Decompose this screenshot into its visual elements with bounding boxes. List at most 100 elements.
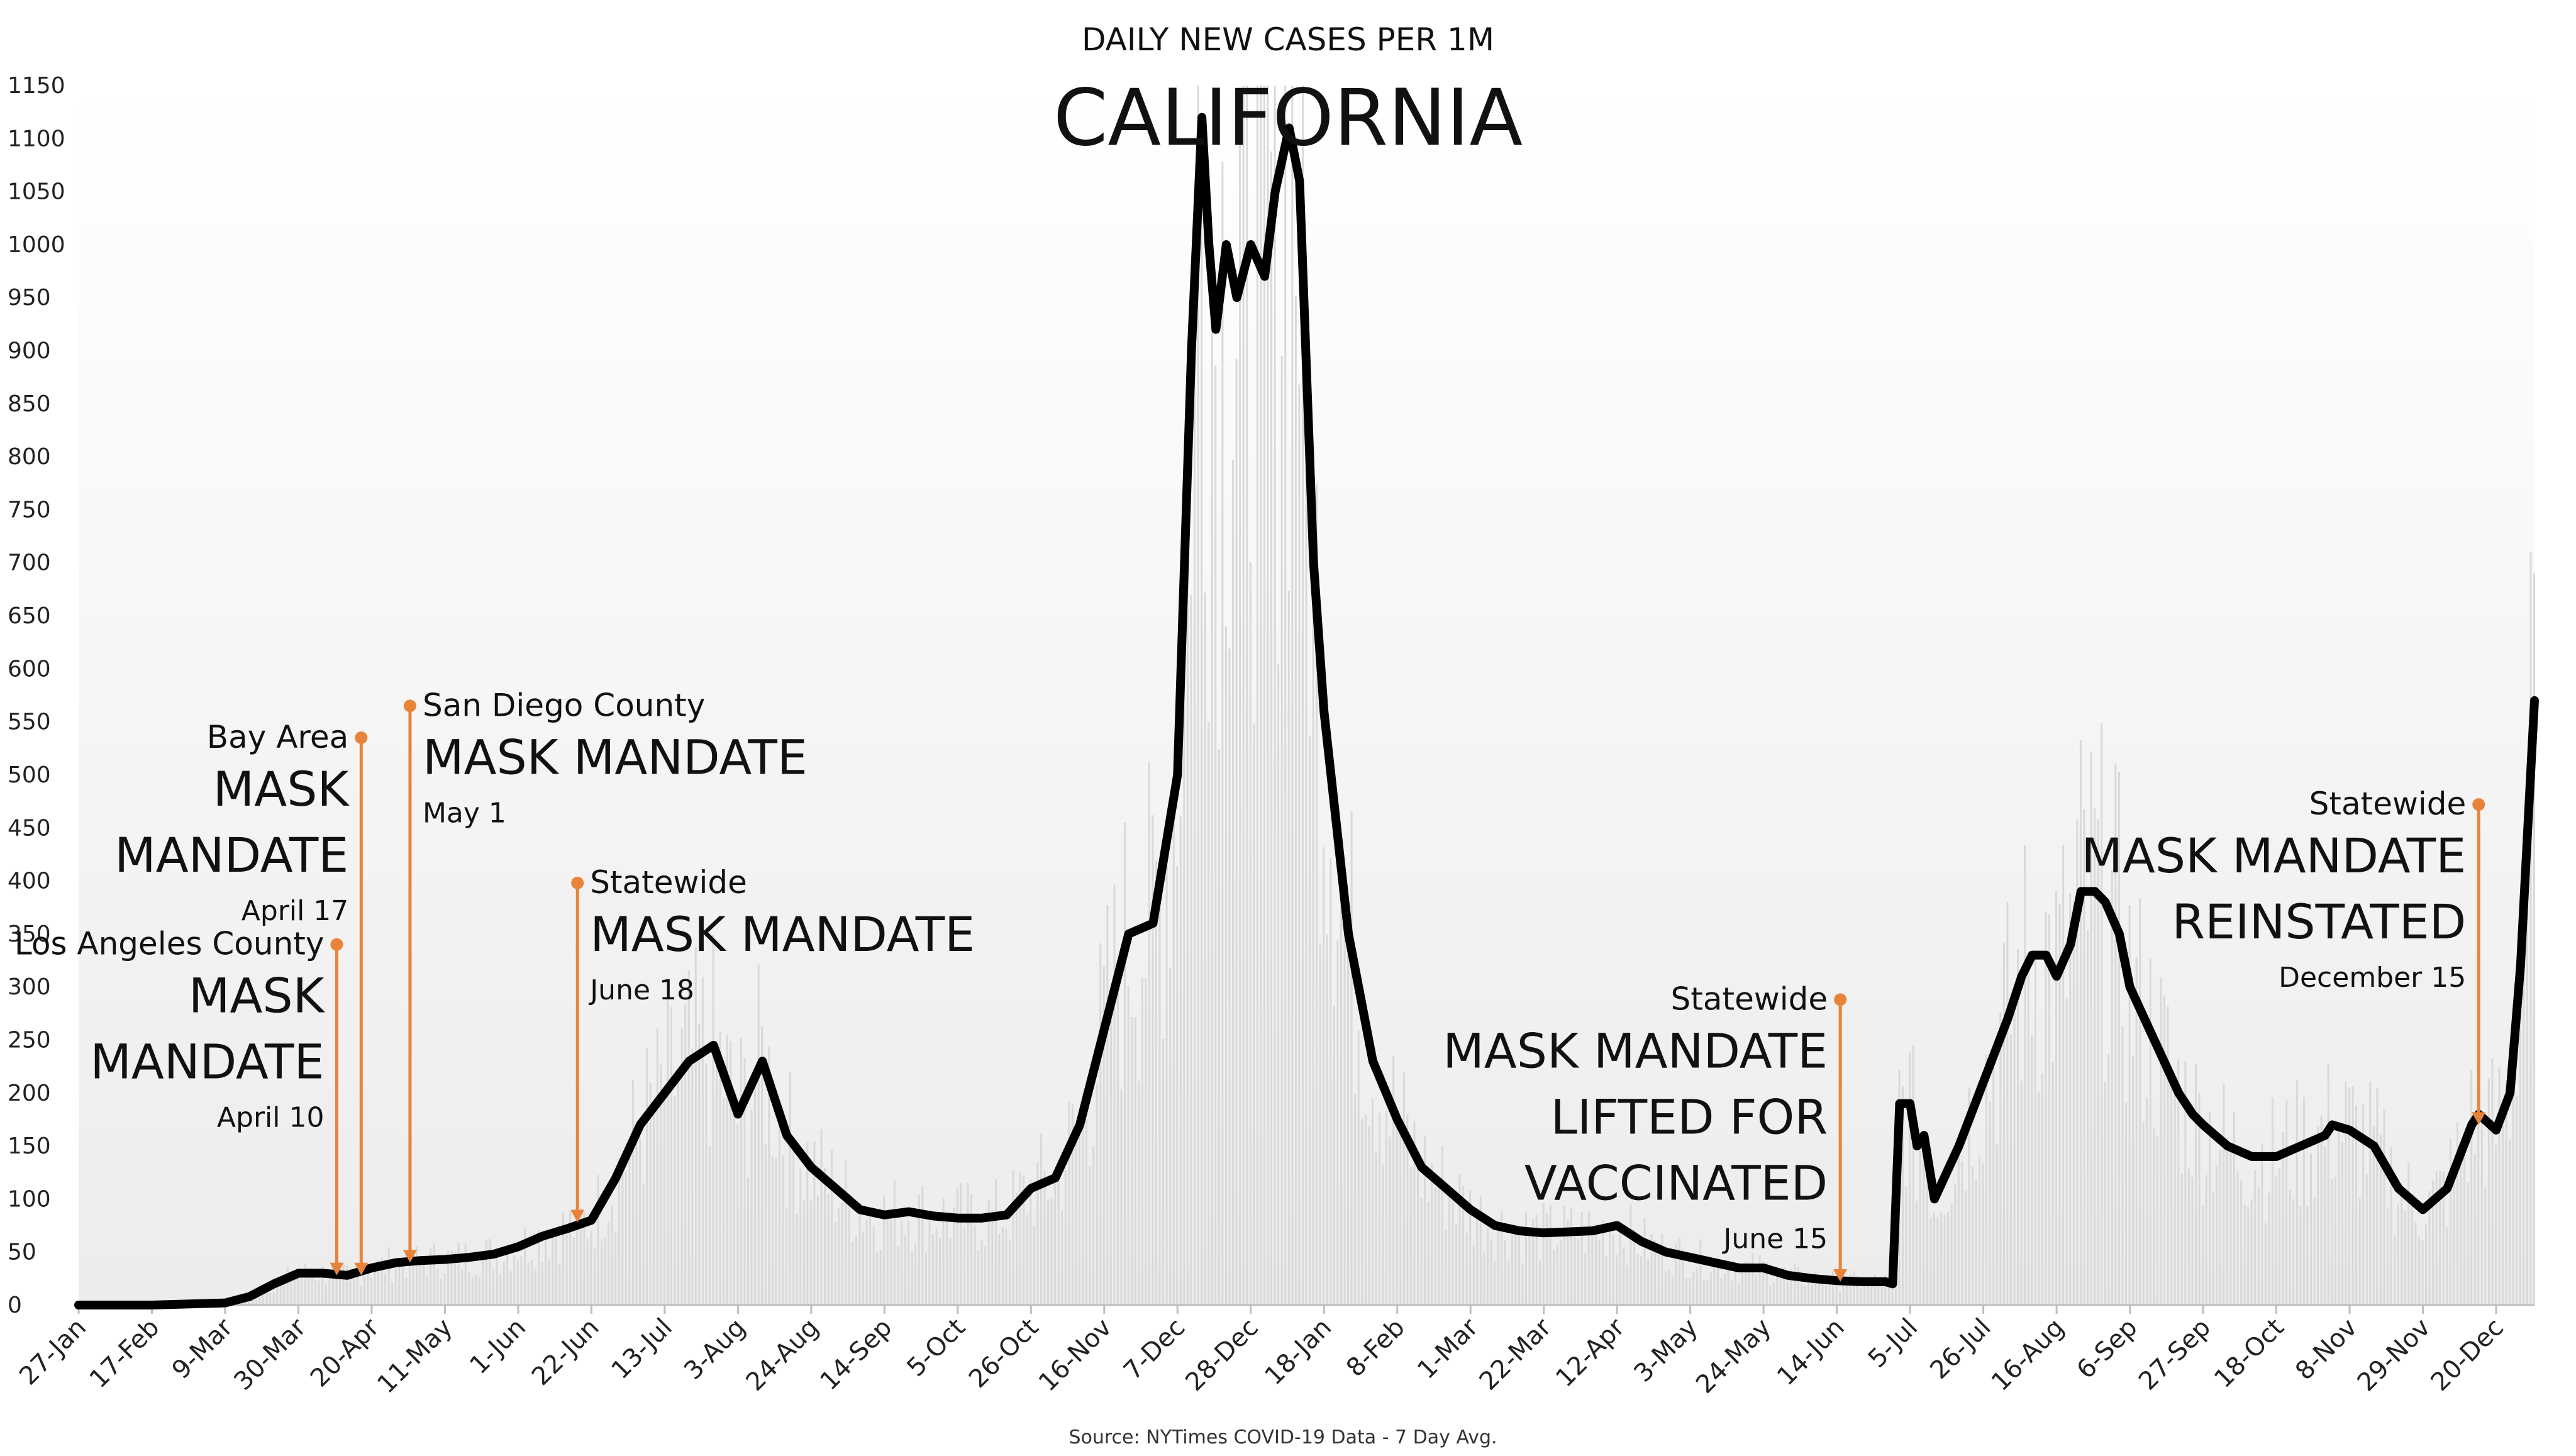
daily-bar: [1361, 1119, 1363, 1305]
daily-bar: [967, 1183, 969, 1305]
daily-bar: [869, 1211, 871, 1305]
daily-bar: [1068, 1101, 1070, 1305]
daily-bar: [465, 1243, 467, 1305]
daily-bar: [2463, 1133, 2465, 1305]
daily-bar: [2052, 1062, 2054, 1305]
daily-bar: [2467, 1182, 2469, 1305]
y-tick-label: 750: [8, 497, 51, 523]
daily-bar: [838, 1208, 840, 1305]
daily-bar: [1054, 1171, 1056, 1305]
daily-bar: [520, 1256, 522, 1305]
daily-bar: [2436, 1171, 2438, 1305]
daily-bar: [597, 1175, 599, 1305]
daily-bar: [2038, 1092, 2040, 1305]
daily-bar: [2422, 1240, 2424, 1305]
daily-bar: [1923, 1145, 1924, 1305]
daily-bar: [782, 1155, 784, 1305]
daily-bar: [998, 1234, 1000, 1305]
daily-bar: [1553, 1250, 1555, 1305]
daily-bar: [1347, 925, 1349, 1305]
daily-bar: [2321, 1116, 2323, 1305]
daily-bar: [2104, 1082, 2106, 1305]
daily-bar: [2240, 1181, 2242, 1305]
daily-bar: [1061, 1211, 1063, 1305]
daily-bar: [1403, 1072, 1405, 1305]
daily-bar: [1965, 1191, 1967, 1305]
daily-bar: [2048, 914, 2050, 1305]
daily-bar: [1521, 1264, 1523, 1305]
daily-bar: [1110, 1016, 1112, 1305]
daily-bar: [1979, 1157, 1980, 1305]
chart-subtitle: CALIFORNIA: [1053, 73, 1523, 164]
daily-bar: [1148, 762, 1150, 1305]
daily-bar: [1424, 1136, 1426, 1305]
y-tick-label: 400: [8, 869, 51, 894]
daily-bar: [510, 1271, 512, 1305]
daily-bar: [698, 1024, 700, 1305]
daily-bar: [1636, 1254, 1638, 1305]
daily-bar: [2512, 1063, 2514, 1305]
daily-bar: [1843, 1285, 1845, 1305]
daily-bar: [1159, 865, 1161, 1305]
daily-bar: [548, 1259, 550, 1305]
daily-bar: [1389, 1137, 1391, 1305]
annotation-dot: [1834, 993, 1846, 1006]
daily-bar: [258, 1296, 260, 1305]
daily-bar: [1058, 1162, 1060, 1305]
daily-bar: [974, 1225, 976, 1305]
daily-bar: [733, 1104, 735, 1305]
daily-bar: [416, 1246, 418, 1305]
daily-bar: [1550, 1204, 1552, 1305]
daily-bar: [1169, 968, 1171, 1305]
daily-bar: [2080, 740, 2082, 1305]
daily-bar: [1075, 1128, 1077, 1305]
daily-bar: [653, 1107, 655, 1305]
daily-bar: [695, 947, 697, 1305]
daily-bar: [2285, 1101, 2287, 1305]
daily-bar: [1679, 1238, 1680, 1305]
daily-bar: [2139, 898, 2141, 1305]
daily-bar: [1581, 1212, 1583, 1305]
daily-bar: [1288, 591, 1290, 1305]
daily-bar: [1606, 1256, 1607, 1305]
y-tick-label: 300: [8, 974, 51, 1000]
annotation-date: May 1: [423, 797, 506, 829]
daily-bar: [2006, 902, 2008, 1305]
daily-bar: [1128, 986, 1130, 1305]
daily-bar: [1487, 1229, 1489, 1305]
y-tick-label: 600: [8, 656, 51, 682]
annotation-kicker: Bay Area: [207, 719, 349, 755]
daily-bar: [2310, 1153, 2312, 1305]
daily-bar: [740, 1038, 742, 1305]
daily-bar: [897, 1246, 899, 1305]
daily-bar: [1563, 1205, 1565, 1305]
y-tick-label: 250: [8, 1027, 51, 1053]
daily-bar: [1013, 1170, 1014, 1305]
daily-bar: [2303, 1098, 2305, 1305]
daily-bar: [1731, 1281, 1733, 1305]
daily-bar: [835, 1222, 836, 1305]
daily-bar: [859, 1211, 861, 1305]
daily-bar: [2010, 1034, 2012, 1305]
daily-bar: [1319, 943, 1321, 1305]
daily-bar: [1685, 1278, 1687, 1305]
daily-bar: [789, 1072, 791, 1305]
daily-bar: [1804, 1286, 1806, 1305]
daily-bar: [1644, 1218, 1646, 1305]
daily-bar: [1051, 1198, 1053, 1305]
daily-bar: [1609, 1231, 1611, 1305]
daily-bar: [736, 1124, 738, 1305]
daily-bar: [2279, 1168, 2280, 1305]
daily-bar: [1926, 1173, 1928, 1305]
daily-bar: [314, 1280, 316, 1305]
daily-bar: [848, 1194, 850, 1305]
daily-bar: [367, 1274, 369, 1305]
daily-bar: [2024, 845, 2026, 1305]
daily-bar: [1958, 1148, 1960, 1305]
daily-bar: [360, 1286, 362, 1305]
daily-bar: [786, 1208, 787, 1305]
daily-bar: [754, 1083, 756, 1305]
daily-bar: [1728, 1267, 1729, 1305]
daily-bar: [1514, 1234, 1516, 1305]
daily-bar: [405, 1278, 407, 1305]
